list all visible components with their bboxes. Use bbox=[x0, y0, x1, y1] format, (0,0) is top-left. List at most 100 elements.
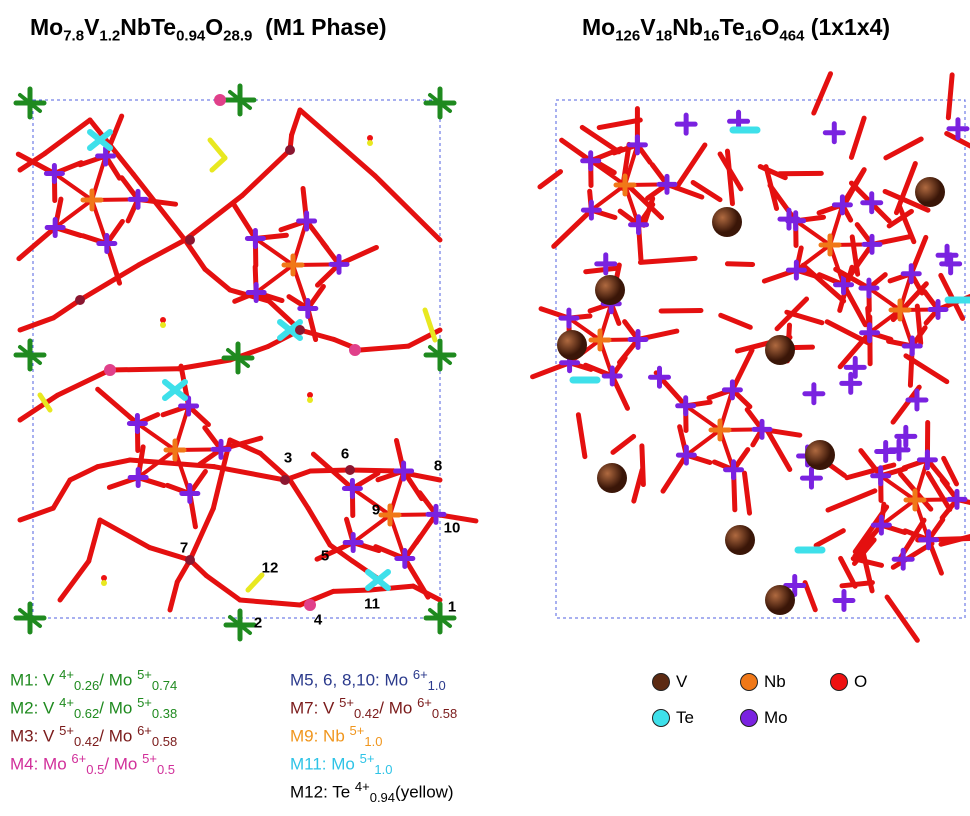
text-part: 0.5 bbox=[86, 762, 104, 777]
v-atom bbox=[725, 525, 755, 555]
v-atom bbox=[915, 177, 945, 207]
text-part: 0.26 bbox=[74, 678, 99, 693]
bond bbox=[586, 268, 618, 272]
bond bbox=[828, 491, 875, 510]
bond bbox=[170, 582, 177, 610]
bond bbox=[375, 176, 440, 240]
bond bbox=[210, 140, 225, 158]
bond bbox=[97, 460, 130, 467]
site-label: 10 bbox=[444, 520, 461, 537]
site-label: 12 bbox=[262, 560, 279, 577]
atom bbox=[185, 555, 195, 565]
bond bbox=[205, 269, 230, 290]
element-label: V bbox=[676, 672, 687, 692]
text-part: Mo bbox=[582, 14, 615, 40]
text-part: (M1 Phase) bbox=[252, 14, 386, 40]
legend-line: M7: V 5+0.42/ Mo 6+0.58 bbox=[290, 695, 457, 721]
bond bbox=[727, 264, 752, 265]
bond bbox=[370, 586, 413, 590]
text-part: M4: Mo bbox=[10, 755, 71, 774]
text-part: 5+ bbox=[339, 695, 354, 710]
legend-line: M3: V 5+0.42/ Mo 6+0.58 bbox=[10, 723, 177, 749]
bond bbox=[721, 315, 751, 327]
bond bbox=[256, 265, 293, 293]
bond bbox=[20, 318, 54, 330]
text-part: / Mo bbox=[99, 671, 137, 690]
bond bbox=[353, 515, 390, 543]
site-label: 4 bbox=[314, 612, 322, 629]
text-part: 0.58 bbox=[432, 706, 457, 721]
bond bbox=[686, 430, 720, 455]
atom bbox=[280, 475, 290, 485]
bond bbox=[240, 600, 271, 603]
panel-title: Mo7.8V1.2NbTe0.94O28.9 (M1 Phase) bbox=[30, 14, 387, 45]
v-atom bbox=[712, 207, 742, 237]
text-part: Mo bbox=[30, 14, 63, 40]
legend-line: M9: Nb 5+1.0 bbox=[290, 723, 382, 749]
text-part: M12: Te bbox=[290, 783, 355, 802]
site-label: 6 bbox=[341, 446, 349, 463]
text-part: 0.58 bbox=[152, 734, 177, 749]
site-label: 9 bbox=[372, 502, 380, 519]
bond bbox=[732, 390, 749, 407]
bond bbox=[814, 74, 831, 113]
element-entry: Te bbox=[652, 708, 694, 728]
bond bbox=[234, 204, 256, 238]
text-part: 0.62 bbox=[74, 706, 99, 721]
text-part: 28.9 bbox=[223, 28, 252, 45]
bond bbox=[290, 480, 308, 508]
bond bbox=[100, 520, 150, 548]
figure: Mo7.8V1.2NbTe0.94O28.9 (M1 Phase) Mo 12 6 V… bbox=[0, 0, 970, 816]
text-part: 4+ bbox=[59, 695, 74, 710]
bond bbox=[928, 473, 950, 509]
text-part: Nb bbox=[672, 14, 703, 40]
text-part: V bbox=[84, 14, 99, 40]
text-part: 18 bbox=[656, 28, 673, 45]
v-atom bbox=[765, 335, 795, 365]
text-part: 6+ bbox=[71, 751, 86, 766]
site-label: 11 bbox=[364, 596, 380, 613]
text-part: 0.94 bbox=[176, 28, 205, 45]
bond bbox=[886, 139, 921, 158]
text-part: M7: V bbox=[290, 699, 339, 718]
text-part: M2: V bbox=[10, 699, 59, 718]
element-label: O bbox=[854, 672, 867, 692]
text-part: / Mo bbox=[99, 727, 137, 746]
bond bbox=[642, 446, 643, 485]
text-part: 4+ bbox=[59, 667, 74, 682]
bond bbox=[887, 597, 917, 640]
text-part: NbTe bbox=[120, 14, 176, 40]
bond bbox=[591, 161, 625, 185]
text-part: (yellow) bbox=[395, 783, 454, 802]
text-part: 0.42 bbox=[74, 734, 99, 749]
bond bbox=[540, 172, 561, 187]
text-part: M1: V bbox=[10, 671, 59, 690]
legend-line: M1: V 4+0.26/ Mo 5+0.74 bbox=[10, 667, 177, 693]
atom bbox=[304, 599, 316, 611]
bond bbox=[948, 75, 952, 118]
bond bbox=[139, 240, 185, 265]
text-part: 0.42 bbox=[354, 706, 379, 721]
bond bbox=[178, 360, 230, 369]
atom bbox=[160, 322, 166, 328]
bond bbox=[663, 455, 686, 491]
text-part: 1.0 bbox=[428, 678, 446, 693]
text-part: 0.5 bbox=[157, 762, 175, 777]
v-atom bbox=[597, 463, 627, 493]
text-part: 6+ bbox=[137, 723, 152, 738]
bond bbox=[133, 174, 185, 240]
bond bbox=[405, 559, 428, 598]
bond bbox=[292, 110, 300, 135]
bond bbox=[60, 561, 89, 600]
bond bbox=[350, 470, 394, 471]
element-label: Te bbox=[676, 708, 694, 728]
bond bbox=[870, 310, 900, 333]
element-label: Nb bbox=[764, 672, 786, 692]
site-label: 1 bbox=[448, 599, 456, 616]
bond bbox=[554, 210, 592, 246]
bond bbox=[206, 575, 240, 600]
bond bbox=[189, 406, 209, 425]
bond bbox=[70, 467, 97, 480]
bond bbox=[54, 173, 92, 200]
text-part: 16 bbox=[745, 28, 762, 45]
